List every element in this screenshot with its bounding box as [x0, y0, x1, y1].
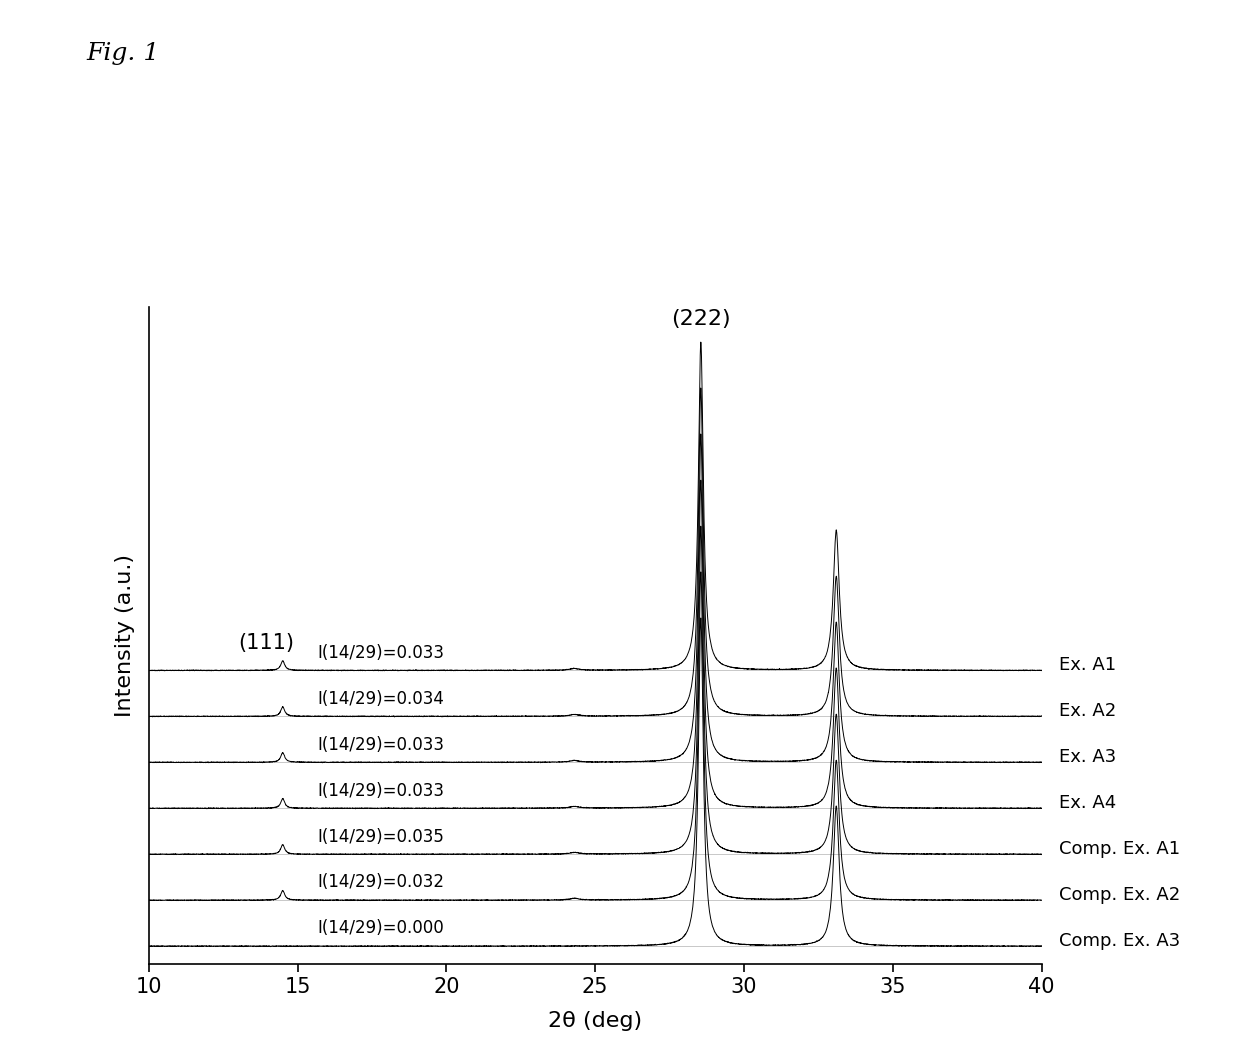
Text: I(14/29)=0.033: I(14/29)=0.033 — [317, 736, 444, 754]
Text: Comp. Ex. A3: Comp. Ex. A3 — [1059, 932, 1180, 950]
Text: Ex. A3: Ex. A3 — [1059, 748, 1117, 766]
Text: I(14/29)=0.034: I(14/29)=0.034 — [317, 689, 444, 707]
Y-axis label: Intensity (a.u.): Intensity (a.u.) — [115, 554, 135, 717]
Text: I(14/29)=0.033: I(14/29)=0.033 — [317, 782, 444, 800]
Text: I(14/29)=0.033: I(14/29)=0.033 — [317, 644, 444, 662]
Text: Ex. A1: Ex. A1 — [1059, 657, 1116, 675]
Text: Fig. 1: Fig. 1 — [87, 42, 160, 66]
Text: (111): (111) — [238, 633, 294, 653]
Text: Comp. Ex. A2: Comp. Ex. A2 — [1059, 886, 1180, 904]
Text: I(14/29)=0.000: I(14/29)=0.000 — [317, 919, 444, 937]
Text: Comp. Ex. A1: Comp. Ex. A1 — [1059, 840, 1180, 858]
Text: Ex. A4: Ex. A4 — [1059, 794, 1117, 812]
Text: Ex. A2: Ex. A2 — [1059, 702, 1117, 720]
Text: I(14/29)=0.035: I(14/29)=0.035 — [317, 827, 444, 845]
Text: I(14/29)=0.032: I(14/29)=0.032 — [317, 874, 444, 892]
X-axis label: 2θ (deg): 2θ (deg) — [548, 1010, 642, 1030]
Text: (222): (222) — [671, 309, 730, 329]
